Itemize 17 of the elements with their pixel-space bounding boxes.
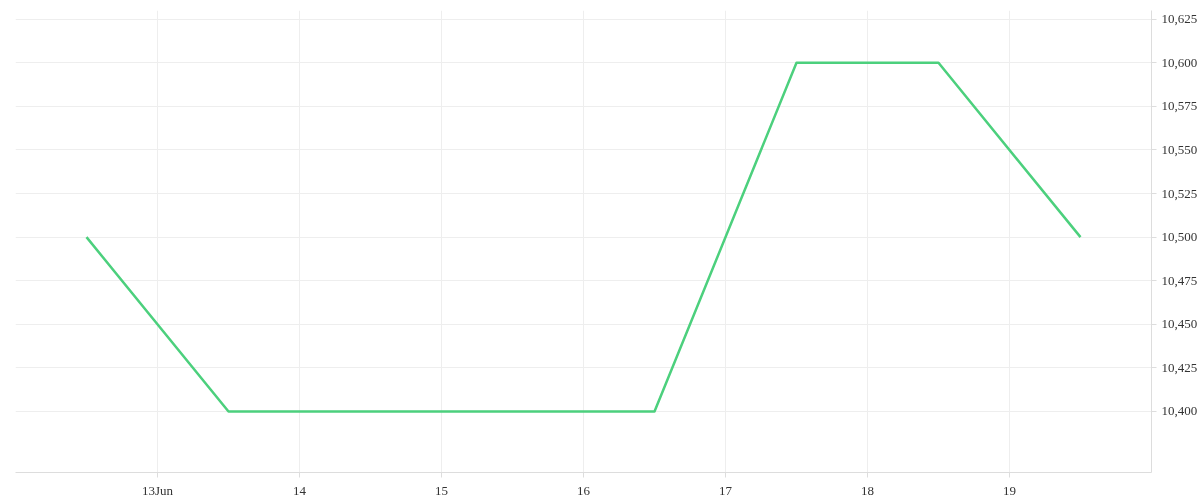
y-tick-label: 10,525 bbox=[1161, 185, 1198, 201]
x-tick-label: 18 bbox=[861, 482, 874, 498]
y-tick-label: 10,550 bbox=[1161, 141, 1198, 157]
y-tick-label: 10,400 bbox=[1161, 403, 1198, 419]
y-tick-label: 10,600 bbox=[1161, 54, 1198, 70]
x-tick-label: 13Jun bbox=[141, 482, 174, 498]
y-tick-label: 10,475 bbox=[1161, 272, 1198, 288]
x-tick-label: 17 bbox=[719, 482, 733, 498]
y-tick-label: 10,450 bbox=[1161, 316, 1198, 332]
y-tick-label: 10,575 bbox=[1161, 98, 1198, 114]
y-tick-label: 10,500 bbox=[1161, 229, 1198, 245]
x-tick-label: 16 bbox=[577, 482, 591, 498]
x-tick-label: 15 bbox=[435, 482, 448, 498]
y-tick-label: 10,625 bbox=[1161, 11, 1198, 27]
x-tick-label: 14 bbox=[293, 482, 307, 498]
x-tick-label: 19 bbox=[1003, 482, 1016, 498]
y-tick-label: 10,425 bbox=[1161, 359, 1198, 375]
